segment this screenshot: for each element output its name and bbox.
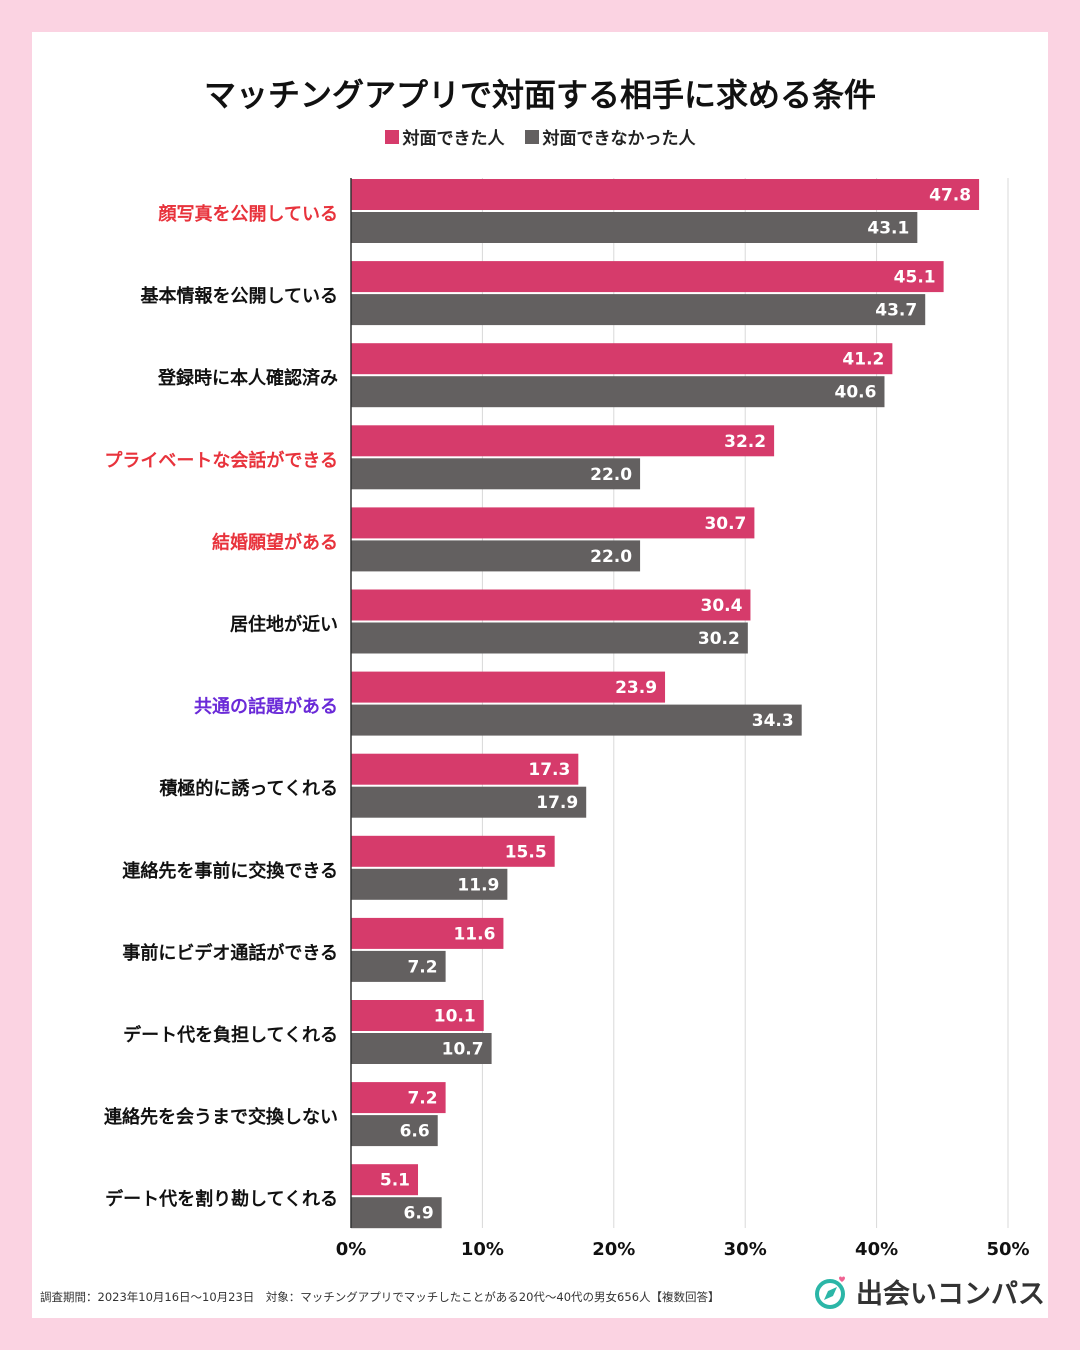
bar-not-met bbox=[351, 212, 918, 243]
survey-footnote: 調査期間：2023年10月16日〜10月23日 対象：マッチングアプリでマッチし… bbox=[40, 1290, 720, 1304]
bar-not-met bbox=[351, 1033, 492, 1064]
bar-met bbox=[351, 835, 555, 867]
compass-heart-icon bbox=[815, 1276, 845, 1309]
value-label-met: 30.4 bbox=[701, 596, 743, 616]
bar-not-met bbox=[351, 786, 587, 818]
value-label-met: 10.1 bbox=[434, 1007, 476, 1027]
legend-swatch-not-met bbox=[524, 129, 539, 144]
value-label-not-met: 40.6 bbox=[835, 383, 877, 403]
value-label-met: 7.2 bbox=[407, 1089, 437, 1109]
brand-name: 出会いコンパス bbox=[856, 1279, 1045, 1310]
category-label: プライベートな会話ができる bbox=[104, 449, 338, 471]
legend-label-met: 対面できた人 bbox=[402, 129, 505, 149]
legend-label-not-met: 対面できなかった人 bbox=[542, 129, 696, 149]
brand-logo: 出会いコンパス bbox=[812, 1272, 1045, 1311]
legend: 対面できた人 対面できなかった人 bbox=[0, 124, 1080, 149]
value-label-met: 15.5 bbox=[505, 842, 547, 862]
value-label-not-met: 30.2 bbox=[698, 629, 740, 649]
category-label: 事前にビデオ通話ができる bbox=[122, 942, 338, 964]
category-label: 基本情報を公開している bbox=[140, 285, 338, 307]
bar-met bbox=[351, 917, 504, 949]
value-label-met: 5.1 bbox=[380, 1171, 410, 1191]
value-label-met: 45.1 bbox=[894, 268, 936, 288]
category-label: 連絡先を会うまで交換しない bbox=[104, 1106, 338, 1128]
bar-not-met bbox=[351, 1197, 442, 1229]
x-tick-label: 0% bbox=[336, 1239, 367, 1260]
x-tick-label: 10% bbox=[461, 1239, 504, 1260]
value-label-met: 47.8 bbox=[929, 186, 971, 206]
category-label: 共通の話題がある bbox=[194, 696, 338, 718]
chart-title: マッチングアプリで対面する相手に求める条件 bbox=[203, 76, 876, 114]
legend-swatch-met bbox=[384, 129, 399, 144]
value-label-met: 32.2 bbox=[724, 432, 766, 452]
value-label-not-met: 43.7 bbox=[875, 301, 917, 321]
category-label: 居住地が近い bbox=[230, 614, 338, 636]
bar-met bbox=[351, 1164, 419, 1196]
bar-met bbox=[351, 589, 751, 621]
bar-met bbox=[351, 425, 775, 457]
bar-not-met bbox=[351, 622, 748, 654]
value-label-not-met: 6.6 bbox=[400, 1122, 430, 1142]
bar-not-met bbox=[351, 294, 926, 326]
value-label-not-met: 10.7 bbox=[442, 1040, 484, 1060]
value-label-not-met: 17.9 bbox=[536, 793, 578, 813]
value-label-met: 11.6 bbox=[453, 924, 495, 944]
x-tick-label: 20% bbox=[592, 1239, 635, 1260]
bar-not-met bbox=[351, 458, 641, 490]
category-label: 登録時に本人確認済み bbox=[157, 367, 338, 389]
value-label-not-met: 22.0 bbox=[590, 547, 632, 567]
x-tick-label: 30% bbox=[724, 1239, 767, 1260]
value-label-met: 30.7 bbox=[704, 514, 746, 534]
bar-met bbox=[351, 1082, 446, 1114]
bar-not-met bbox=[351, 950, 446, 982]
value-label-met: 41.2 bbox=[842, 350, 884, 370]
value-label-not-met: 34.3 bbox=[752, 711, 794, 731]
bar-met bbox=[351, 671, 666, 703]
bar-met bbox=[351, 261, 944, 293]
value-label-not-met: 7.2 bbox=[407, 957, 437, 977]
legend-item-not-met: 対面できなかった人 bbox=[524, 124, 696, 149]
bar-met bbox=[351, 753, 579, 785]
value-label-met: 23.9 bbox=[615, 678, 657, 698]
category-label: 積極的に誘ってくれる bbox=[158, 778, 338, 800]
value-label-met: 17.3 bbox=[528, 760, 570, 780]
x-tick-label: 40% bbox=[855, 1239, 898, 1260]
bar-not-met bbox=[351, 868, 508, 900]
bar-not-met bbox=[351, 704, 802, 736]
value-label-not-met: 6.9 bbox=[404, 1204, 434, 1224]
category-label: 連絡先を事前に交換できる bbox=[122, 860, 338, 882]
category-label: デート代を負担してくれる bbox=[123, 1024, 338, 1046]
category-label: 結婚願望がある bbox=[212, 531, 338, 553]
bar-met bbox=[351, 179, 980, 210]
category-label: 顔写真を公開している bbox=[158, 203, 338, 225]
bar-met bbox=[351, 343, 893, 375]
value-label-not-met: 11.9 bbox=[457, 875, 499, 895]
category-label: デート代を割り勘してくれる bbox=[105, 1188, 338, 1210]
bar-not-met bbox=[351, 1115, 438, 1147]
x-tick-label: 50% bbox=[986, 1239, 1029, 1260]
value-label-not-met: 43.1 bbox=[867, 219, 909, 239]
legend-item-met: 対面できた人 bbox=[384, 124, 505, 149]
value-label-not-met: 22.0 bbox=[590, 465, 632, 485]
bar-not-met bbox=[351, 540, 641, 572]
bar-not-met bbox=[351, 376, 885, 408]
bar-met bbox=[351, 507, 755, 539]
bar-met bbox=[351, 1000, 484, 1031]
